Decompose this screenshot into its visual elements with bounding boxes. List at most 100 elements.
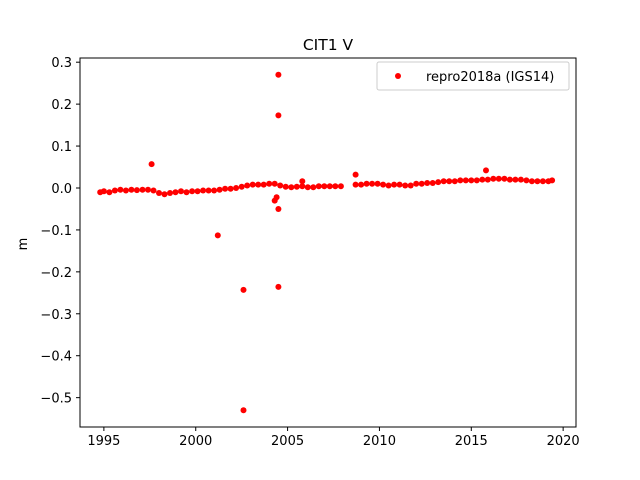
data-point bbox=[227, 185, 234, 192]
data-point bbox=[501, 175, 508, 182]
plot-area bbox=[97, 71, 556, 414]
data-point bbox=[435, 179, 442, 186]
data-point bbox=[539, 178, 546, 185]
x-tick-label: 2015 bbox=[455, 434, 488, 449]
data-point bbox=[275, 283, 282, 290]
data-point bbox=[479, 176, 486, 183]
data-point bbox=[304, 184, 311, 191]
data-point bbox=[424, 180, 431, 186]
data-point bbox=[473, 177, 480, 184]
y-axis-label: m bbox=[16, 238, 31, 251]
data-point bbox=[506, 176, 513, 183]
data-point bbox=[483, 167, 489, 174]
data-point bbox=[183, 189, 190, 196]
data-point bbox=[266, 180, 273, 187]
y-tick-label: −0.5 bbox=[40, 392, 72, 407]
data-point bbox=[194, 188, 201, 195]
data-point bbox=[222, 185, 229, 192]
data-point bbox=[299, 183, 306, 190]
series-0 bbox=[97, 71, 556, 414]
axes: 1995 2000 2005 2010 2015 2020 0.3 0.2 0.1 0.0 −0.1… bbox=[40, 56, 579, 449]
x-tick-label: 1995 bbox=[87, 434, 120, 449]
data-point bbox=[446, 178, 453, 185]
data-point bbox=[391, 181, 398, 188]
data-point bbox=[133, 187, 140, 194]
x-tick-label: 2020 bbox=[547, 434, 580, 449]
data-point bbox=[495, 175, 502, 182]
data-point bbox=[150, 187, 157, 194]
data-point bbox=[517, 176, 524, 183]
x-tick-label: 2005 bbox=[271, 434, 304, 449]
data-point bbox=[418, 180, 425, 187]
data-point bbox=[321, 183, 328, 190]
data-point bbox=[288, 184, 295, 191]
data-point bbox=[282, 183, 289, 190]
data-point bbox=[216, 186, 223, 193]
data-point bbox=[111, 187, 118, 194]
data-point bbox=[337, 183, 344, 190]
y-tick-label: −0.2 bbox=[40, 266, 72, 281]
data-point bbox=[402, 182, 409, 189]
data-point bbox=[369, 180, 376, 187]
data-point bbox=[148, 161, 155, 168]
data-point bbox=[534, 178, 541, 185]
data-point bbox=[277, 182, 284, 189]
data-point bbox=[528, 178, 535, 185]
y-tick-label: 0.2 bbox=[51, 98, 72, 113]
data-point bbox=[413, 180, 420, 187]
data-point bbox=[156, 190, 162, 196]
data-point bbox=[240, 286, 247, 293]
data-point bbox=[363, 180, 370, 187]
x-tick-label: 2000 bbox=[179, 434, 212, 449]
data-point bbox=[385, 182, 392, 189]
data-point bbox=[462, 177, 469, 184]
data-point bbox=[260, 181, 267, 188]
data-point bbox=[407, 182, 414, 189]
data-point bbox=[189, 188, 196, 195]
data-point bbox=[100, 188, 107, 195]
data-point bbox=[275, 71, 282, 78]
data-point bbox=[380, 181, 387, 188]
data-point bbox=[275, 112, 282, 119]
data-point bbox=[271, 180, 278, 187]
y-tick-label: 0.3 bbox=[51, 56, 72, 71]
data-point bbox=[275, 206, 282, 212]
data-point bbox=[139, 186, 146, 193]
legend: repro2018a (IGS14) bbox=[376, 61, 570, 91]
legend-frame bbox=[376, 61, 570, 91]
data-point bbox=[200, 187, 207, 194]
chart-title: CIT1 V bbox=[303, 36, 354, 54]
data-point bbox=[332, 183, 339, 190]
data-point bbox=[396, 181, 403, 188]
data-point bbox=[352, 181, 359, 188]
data-point bbox=[293, 183, 300, 190]
data-point bbox=[117, 186, 124, 193]
x-tick-label: 2010 bbox=[363, 434, 396, 449]
y-tick-label: −0.1 bbox=[40, 224, 72, 239]
data-point bbox=[106, 189, 113, 196]
data-point bbox=[490, 175, 497, 182]
data-point bbox=[326, 183, 333, 190]
data-point bbox=[468, 177, 475, 184]
legend-marker-repro2018a bbox=[395, 73, 401, 79]
data-point bbox=[240, 407, 247, 414]
y-tick-label: −0.4 bbox=[40, 350, 72, 365]
data-point bbox=[310, 184, 317, 191]
data-point bbox=[128, 186, 135, 193]
data-point bbox=[549, 177, 556, 184]
data-point bbox=[440, 178, 447, 185]
data-point bbox=[299, 178, 306, 185]
y-tick-label: 0.1 bbox=[51, 140, 72, 155]
data-point bbox=[358, 181, 365, 188]
data-point bbox=[352, 171, 359, 178]
data-point bbox=[161, 191, 168, 198]
data-point bbox=[178, 188, 184, 195]
data-point bbox=[512, 176, 519, 183]
data-point bbox=[244, 182, 251, 189]
data-point bbox=[238, 183, 245, 190]
data-point bbox=[249, 181, 256, 188]
data-point bbox=[374, 180, 381, 187]
data-point bbox=[429, 180, 436, 186]
data-point bbox=[172, 189, 179, 196]
